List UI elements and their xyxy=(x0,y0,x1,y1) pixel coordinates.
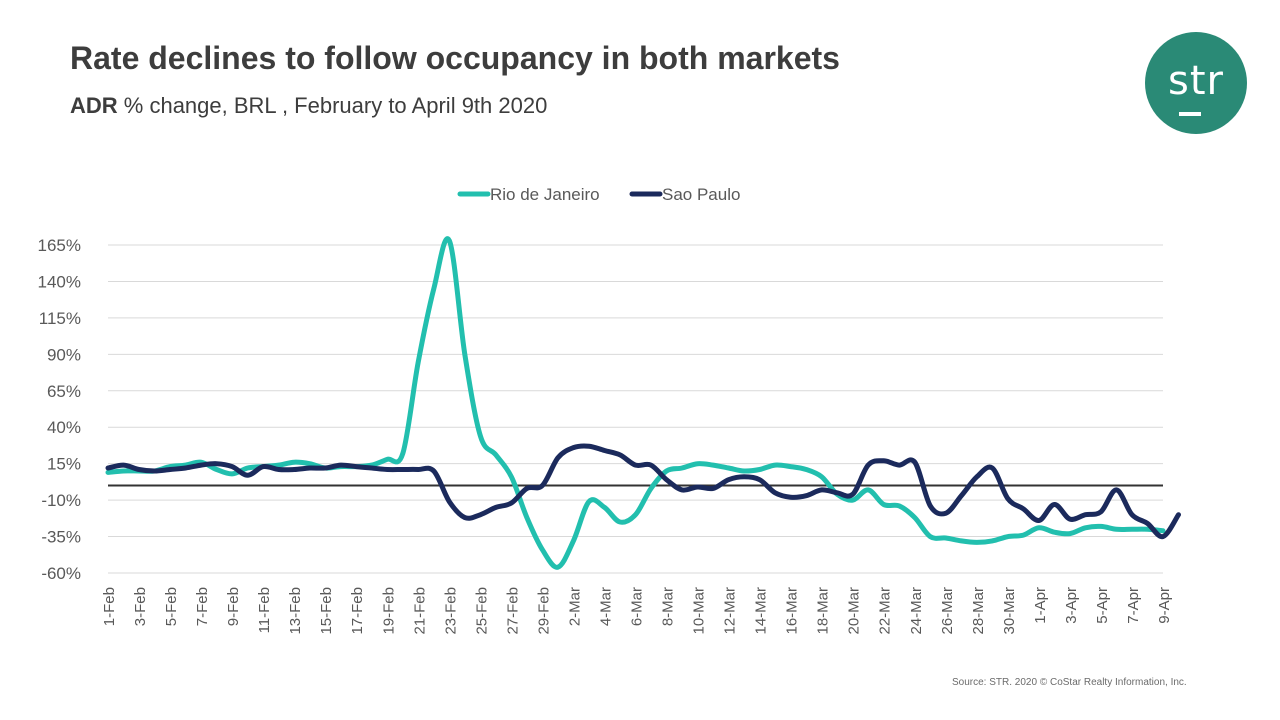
x-tick-label: 5-Apr xyxy=(1094,587,1111,624)
x-tick-label: 11-Feb xyxy=(256,587,273,633)
x-tick-label: 1-Apr xyxy=(1032,587,1049,624)
str-logo: str xyxy=(1145,32,1247,134)
x-tick-label: 14-Mar xyxy=(753,587,770,635)
y-tick-label: 165% xyxy=(38,236,81,255)
x-tick-label: 26-Mar xyxy=(939,587,956,635)
x-tick-label: 3-Feb xyxy=(132,587,149,626)
x-tick-label: 4-Mar xyxy=(597,587,614,626)
x-tick-label: 30-Mar xyxy=(1001,587,1018,635)
x-tick-label: 23-Feb xyxy=(442,587,459,635)
x-tick-label: 2-Mar xyxy=(566,587,583,626)
x-tick-label: 21-Feb xyxy=(411,587,428,635)
str-logo-underline xyxy=(1179,112,1201,116)
y-tick-label: 40% xyxy=(47,418,81,437)
x-tick-label: 9-Feb xyxy=(225,587,242,626)
subtitle-description: % change, BRL , February to April 9th 20… xyxy=(117,93,548,118)
gridlines xyxy=(108,244,1163,574)
y-tick-label: 15% xyxy=(47,455,81,474)
y-tick-label: -10% xyxy=(41,491,81,510)
x-tick-label: 25-Feb xyxy=(473,587,490,635)
x-tick-label: 29-Feb xyxy=(535,587,552,635)
chart-legend: Rio de Janeiro Sao Paulo xyxy=(457,185,740,204)
x-tick-label: 17-Feb xyxy=(349,587,366,635)
x-tick-label: 9-Apr xyxy=(1156,587,1173,624)
legend-label-sao-paulo: Sao Paulo xyxy=(662,185,740,204)
x-tick-label: 10-Mar xyxy=(691,587,708,635)
x-axis: 1-Feb 3-Feb 5-Feb 7-Feb 9-Feb 11-Feb 13-Feb 15-… xyxy=(101,572,1173,635)
str-logo-text: str xyxy=(1168,58,1224,104)
x-tick-label: 3-Apr xyxy=(1063,587,1080,624)
series-lines xyxy=(105,236,1181,570)
x-tick-label: 6-Mar xyxy=(629,587,646,626)
x-tick-label: 15-Feb xyxy=(318,587,335,635)
y-tick-label: -60% xyxy=(41,564,81,583)
x-tick-label: 20-Mar xyxy=(846,587,863,635)
x-tick-label: 18-Mar xyxy=(815,587,832,635)
source-note: Source: STR. 2020 © CoStar Realty Inform… xyxy=(952,677,1187,688)
x-tick-label: 5-Feb xyxy=(163,587,180,626)
x-tick-label: 28-Mar xyxy=(970,587,987,635)
y-axis: 165% 140% 115% 90% 65% 40% 15% -10% -35% -60% xyxy=(38,236,81,583)
y-tick-label: -35% xyxy=(41,528,81,547)
series-line-sao-paulo xyxy=(105,443,1181,540)
x-tick-label: 7-Apr xyxy=(1125,587,1142,624)
legend-label-rio-de-janeiro: Rio de Janeiro xyxy=(490,185,600,204)
y-tick-label: 65% xyxy=(47,382,81,401)
x-tick-label: 7-Feb xyxy=(194,587,211,626)
x-tick-label: 12-Mar xyxy=(722,587,739,635)
subtitle-metric: ADR xyxy=(70,93,118,118)
x-tick-label: 19-Feb xyxy=(380,587,397,635)
x-tick-label: 8-Mar xyxy=(660,587,677,626)
x-tick-label: 22-Mar xyxy=(877,587,894,635)
y-tick-label: 115% xyxy=(39,309,81,328)
x-tick-label: 16-Mar xyxy=(784,587,801,635)
x-tick-label: 1-Feb xyxy=(101,587,118,626)
x-tick-label: 13-Feb xyxy=(287,587,304,635)
series-line-rio-de-janeiro xyxy=(105,236,1166,570)
y-tick-label: 140% xyxy=(38,272,81,291)
chart-subtitle: ADR % change, BRL , February to April 9t… xyxy=(70,93,547,119)
y-tick-label: 90% xyxy=(47,345,81,364)
chart-title: Rate declines to follow occupancy in bot… xyxy=(70,40,840,76)
x-tick-label: 24-Mar xyxy=(908,587,925,635)
x-tick-label: 27-Feb xyxy=(504,587,521,635)
